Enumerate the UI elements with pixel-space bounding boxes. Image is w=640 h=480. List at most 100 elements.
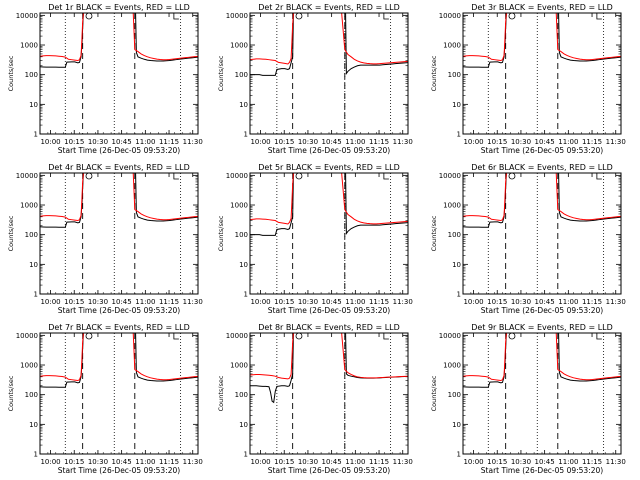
x-axis-label: Start Time (26-Dec-05 09:53:20) xyxy=(481,146,603,155)
y-tick-label: 10 xyxy=(239,101,248,109)
l-marker xyxy=(596,173,602,180)
x-tick-label: 11:30 xyxy=(393,298,413,306)
x-tick-label: 10:45 xyxy=(535,138,555,146)
x-tick-label: 10:30 xyxy=(298,458,318,466)
y-tick-label: 1000 xyxy=(443,202,461,210)
o-marker xyxy=(85,12,93,20)
panel-title: Det 3r BLACK = Events, RED = LLD xyxy=(471,3,613,12)
y-tick-label: 100 xyxy=(235,231,248,239)
o-marker xyxy=(508,332,516,340)
o-marker xyxy=(85,332,93,340)
series-group xyxy=(463,173,621,228)
series-group xyxy=(463,13,621,68)
y-tick-label: 100 xyxy=(448,391,461,399)
x-tick-label: 11:30 xyxy=(393,458,413,466)
x-tick-label: 11:30 xyxy=(606,298,626,306)
panel-title: Det 6r BLACK = Events, RED = LLD xyxy=(471,163,613,172)
lld-series-line xyxy=(250,333,408,380)
y-axis-label: Counts/sec xyxy=(430,375,438,411)
x-tick-label: 10:45 xyxy=(322,138,342,146)
events-series-line xyxy=(40,173,198,228)
o-marker xyxy=(295,172,303,180)
panel-det1r: Det 1r BLACK = Events, RED = LLD Start Ti… xyxy=(7,3,203,155)
y-tick-label: 1 xyxy=(34,131,38,139)
x-tick-label: 11:15 xyxy=(369,458,389,466)
lld-series-line xyxy=(40,333,198,382)
y-axis-label: Counts/sec xyxy=(430,55,438,91)
x-tick-label: 11:15 xyxy=(159,458,179,466)
x-tick-label: 11:00 xyxy=(558,138,578,146)
o-marker xyxy=(295,12,303,20)
x-tick-label: 10:30 xyxy=(511,458,531,466)
x-axis-label: Start Time (26-Dec-05 09:53:20) xyxy=(268,146,390,155)
y-tick-label: 10000 xyxy=(439,172,461,180)
panel-det4r: Det 4r BLACK = Events, RED = LLD Start Ti… xyxy=(7,163,203,315)
x-axis-label: Start Time (26-Dec-05 09:53:20) xyxy=(268,466,390,475)
plot-frame xyxy=(462,332,622,455)
x-tick-label: 11:00 xyxy=(558,298,578,306)
x-tick-label: 10:00 xyxy=(40,138,60,146)
events-series-line xyxy=(463,13,621,68)
y-tick-label: 10000 xyxy=(16,12,38,20)
panel-det2r: Det 2r BLACK = Events, RED = LLD Start Ti… xyxy=(217,3,413,155)
y-tick-label: 1 xyxy=(457,291,461,299)
y-tick-label: 100 xyxy=(25,231,38,239)
y-tick-label: 10000 xyxy=(226,12,248,20)
x-tick-label: 10:15 xyxy=(487,298,507,306)
y-tick-label: 1000 xyxy=(443,42,461,50)
l-marker xyxy=(173,173,179,180)
y-axis-label: Counts/sec xyxy=(7,375,15,411)
y-tick-label: 1 xyxy=(457,131,461,139)
x-tick-label: 10:00 xyxy=(250,298,270,306)
series-group xyxy=(250,13,408,76)
x-tick-label: 10:30 xyxy=(88,458,108,466)
l-marker xyxy=(383,173,389,180)
x-tick-label: 10:15 xyxy=(487,138,507,146)
x-tick-label: 11:15 xyxy=(159,298,179,306)
o-marker xyxy=(508,12,516,20)
x-tick-label: 11:00 xyxy=(345,458,365,466)
panel-det8r: Det 8r BLACK = Events, RED = LLD Start Ti… xyxy=(217,323,413,475)
y-tick-label: 10000 xyxy=(16,332,38,340)
x-tick-label: 11:00 xyxy=(135,138,155,146)
x-tick-label: 10:00 xyxy=(40,458,60,466)
y-tick-label: 10 xyxy=(452,261,461,269)
y-tick-label: 1000 xyxy=(20,362,38,370)
y-axis-label: Counts/sec xyxy=(217,215,225,251)
y-tick-label: 1000 xyxy=(20,202,38,210)
panel-title: Det 9r BLACK = Events, RED = LLD xyxy=(471,323,613,332)
l-marker xyxy=(596,333,602,340)
x-tick-label: 11:15 xyxy=(369,138,389,146)
panel-title: Det 4r BLACK = Events, RED = LLD xyxy=(48,163,190,172)
o-marker xyxy=(85,172,93,180)
series-group xyxy=(40,333,198,388)
y-tick-label: 10 xyxy=(29,101,38,109)
x-axis-label: Start Time (26-Dec-05 09:53:20) xyxy=(268,306,390,315)
plot-frame xyxy=(249,172,409,295)
y-axis-label: Counts/sec xyxy=(217,55,225,91)
x-tick-label: 11:15 xyxy=(369,298,389,306)
plot-frame xyxy=(462,172,622,295)
y-tick-label: 10 xyxy=(239,261,248,269)
series-group xyxy=(250,173,408,236)
plot-frame xyxy=(39,172,199,295)
y-tick-label: 1000 xyxy=(230,362,248,370)
events-series-line xyxy=(250,333,408,404)
events-series-line xyxy=(463,173,621,228)
y-axis-label: Counts/sec xyxy=(7,215,15,251)
x-tick-label: 11:00 xyxy=(135,458,155,466)
x-tick-label: 11:00 xyxy=(345,298,365,306)
y-tick-label: 10 xyxy=(239,421,248,429)
x-tick-label: 10:15 xyxy=(64,138,84,146)
panel-det3r: Det 3r BLACK = Events, RED = LLD Start Ti… xyxy=(430,3,626,155)
lld-series-line xyxy=(40,173,198,222)
o-marker xyxy=(295,332,303,340)
y-tick-label: 1 xyxy=(34,451,38,459)
events-series-line xyxy=(250,173,408,236)
x-tick-label: 10:45 xyxy=(535,298,555,306)
lld-series-line xyxy=(250,173,408,225)
y-tick-label: 10000 xyxy=(226,332,248,340)
y-tick-label: 1 xyxy=(34,291,38,299)
